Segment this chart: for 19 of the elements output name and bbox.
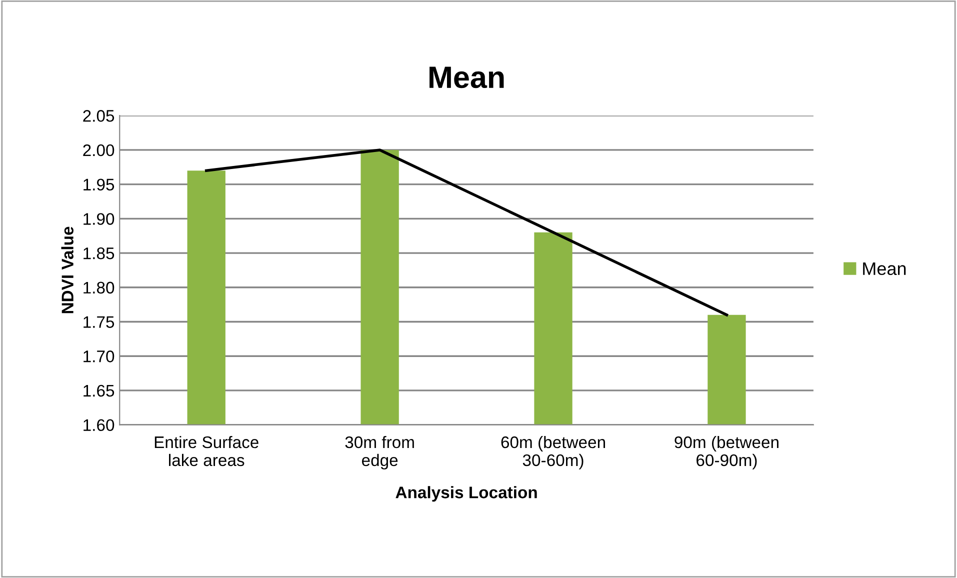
x-tick-label: 60m (between 30-60m) xyxy=(501,436,605,470)
y-tick-label: 1.90 xyxy=(84,213,114,225)
x-axis-title: Analysis Location xyxy=(396,486,537,502)
y-tick-label: 1.85 xyxy=(84,247,114,260)
x-tick-label: 30m from edge xyxy=(345,436,414,470)
y-tick-label: 1.65 xyxy=(84,384,114,397)
line-series xyxy=(204,148,728,316)
y-tick-label: 2.05 xyxy=(83,110,114,122)
y-tick-label: 1.60 xyxy=(84,419,114,432)
y-tick-label: 1.75 xyxy=(84,316,114,328)
y-tick-label: 1.95 xyxy=(84,178,114,191)
y-tick-label: 1.70 xyxy=(84,350,114,362)
y-tick-label: 2.00 xyxy=(83,144,114,156)
y-tick-label: 1.80 xyxy=(84,282,114,294)
chart-title: Mean xyxy=(430,66,504,88)
legend-label: Mean xyxy=(863,262,906,276)
x-tick-label: Entire Surface lake areas xyxy=(154,436,258,466)
y-axis-title: NDVI Value xyxy=(61,226,74,314)
x-tick-label: 90m (between 60-90m) xyxy=(674,436,778,470)
